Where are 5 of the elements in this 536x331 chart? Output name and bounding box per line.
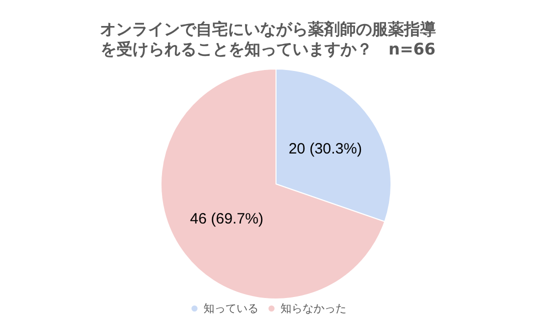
data-label: 20 (30.3%) <box>288 140 362 158</box>
legend-label: 知らなかった <box>280 302 346 315</box>
chart-title: オンラインで自宅にいながら薬剤師の服薬指導を受けられることを知っていますか？ n=66 <box>100 20 436 58</box>
data-label: 46 (69.7%) <box>190 210 264 228</box>
legend-label: 知っている <box>204 302 258 315</box>
